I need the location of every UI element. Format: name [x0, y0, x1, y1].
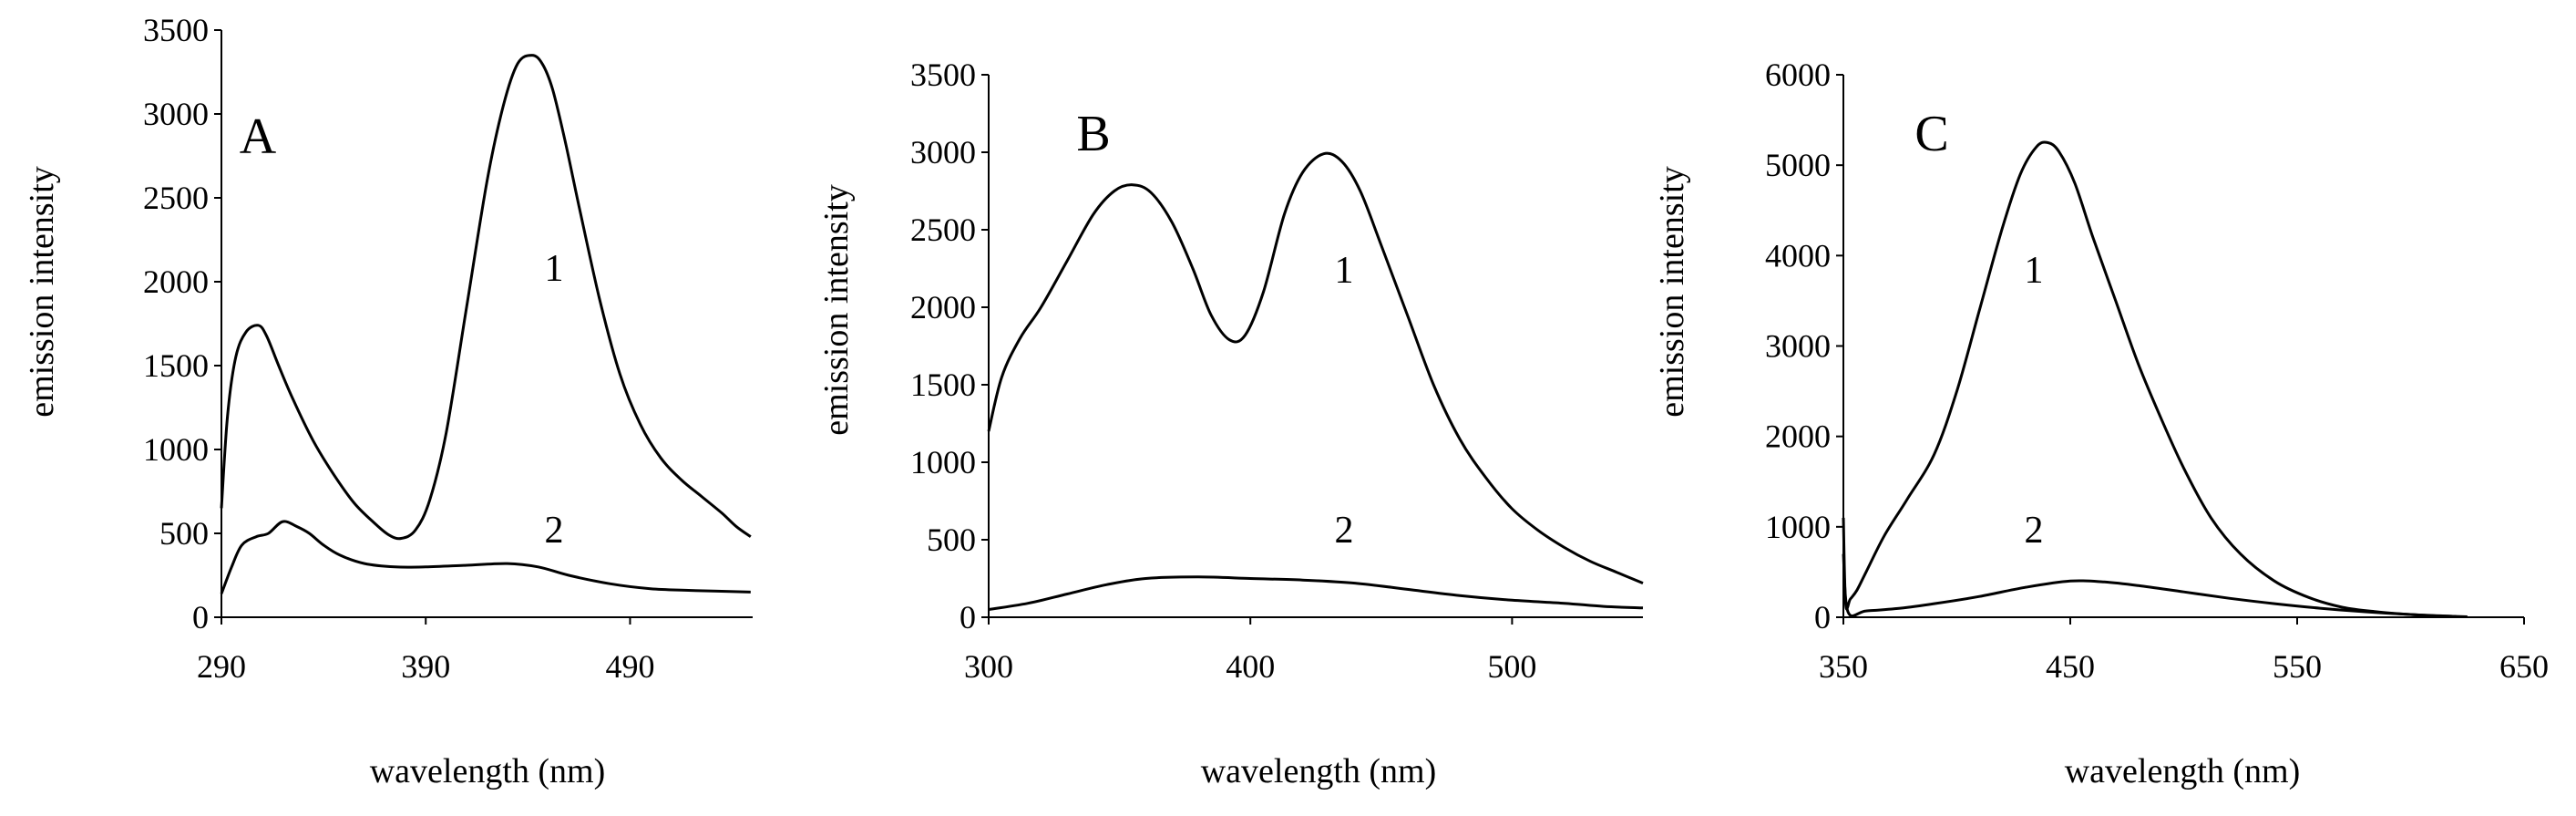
y-tick-label: 2500: [910, 212, 976, 248]
x-tick-label: 290: [197, 648, 246, 685]
y-tick-label: 2500: [143, 180, 209, 216]
y-tick-label: 0: [1814, 599, 1831, 635]
y-axis-title: emission intensity: [23, 166, 61, 418]
y-tick-label: 1000: [1765, 509, 1831, 545]
y-tick-label: 3000: [1765, 328, 1831, 365]
y-tick-label: 3000: [910, 134, 976, 170]
x-tick-label: 300: [964, 648, 1013, 685]
series-line-2: [220, 520, 751, 594]
y-tick-label: 2000: [910, 289, 976, 325]
y-tick-label: 3500: [143, 12, 209, 48]
panel-letter: C: [1914, 106, 1948, 162]
series-line-1: [987, 151, 1644, 584]
series-label-2: 2: [1335, 510, 1354, 552]
x-axis-title: wavelength (nm): [2065, 752, 2301, 790]
x-axis-title: wavelength (nm): [370, 752, 606, 790]
y-tick-label: 1000: [143, 431, 209, 468]
y-tick-label: 2000: [143, 263, 209, 300]
series-label-2: 2: [545, 510, 564, 552]
x-tick-label: 400: [1226, 648, 1275, 685]
series-line-2: [988, 575, 1644, 611]
y-tick-label: 1500: [910, 367, 976, 403]
panel-a: 0 500 1000 1500 2000 2500 3000 3500 290 390 490 emi…: [23, 12, 753, 790]
y-tick-label: 1000: [910, 444, 976, 480]
series-label-1: 1: [1335, 250, 1354, 292]
x-axis-title: wavelength (nm): [1201, 752, 1437, 790]
x-tick-label: 450: [2046, 648, 2095, 685]
y-tick-label: 4000: [1765, 237, 1831, 274]
x-tick-label: 550: [2273, 648, 2322, 685]
panel-letter: B: [1076, 106, 1110, 162]
y-tick-label: 2000: [1765, 418, 1831, 455]
series-label-2: 2: [2025, 510, 2044, 552]
series-label-1: 1: [545, 248, 564, 290]
series-line-2: [1842, 553, 2457, 618]
series-line-1: [1842, 140, 2468, 618]
series-label-1: 1: [2025, 250, 2044, 292]
y-tick-label: 3500: [910, 57, 976, 93]
series-line-1: [220, 54, 752, 541]
y-tick-label: 0: [192, 599, 209, 635]
panel-c: 0 1000 2000 3000 4000 5000 6000 350 450 550 650 emi…: [1653, 57, 2549, 790]
y-axis-title: emission intensity: [817, 184, 856, 436]
y-tick-label: 500: [159, 515, 209, 552]
x-tick-label: 490: [605, 648, 654, 685]
panel-letter: A: [240, 108, 277, 165]
x-tick-label: 650: [2499, 648, 2549, 685]
y-tick-label: 5000: [1765, 147, 1831, 183]
x-tick-label: 500: [1487, 648, 1536, 685]
panel-b: 0 500 1000 1500 2000 2500 3000 3500 300 400 500 emi…: [817, 57, 1644, 790]
y-tick-label: 1500: [143, 347, 209, 384]
y-tick-label: 6000: [1765, 57, 1831, 93]
y-axis-title: emission intensity: [1653, 166, 1691, 418]
y-tick-label: 500: [927, 522, 976, 558]
y-tick-label: 3000: [143, 96, 209, 132]
x-tick-label: 350: [1819, 648, 1868, 685]
y-tick-label: 0: [960, 599, 976, 635]
x-tick-label: 390: [401, 648, 450, 685]
